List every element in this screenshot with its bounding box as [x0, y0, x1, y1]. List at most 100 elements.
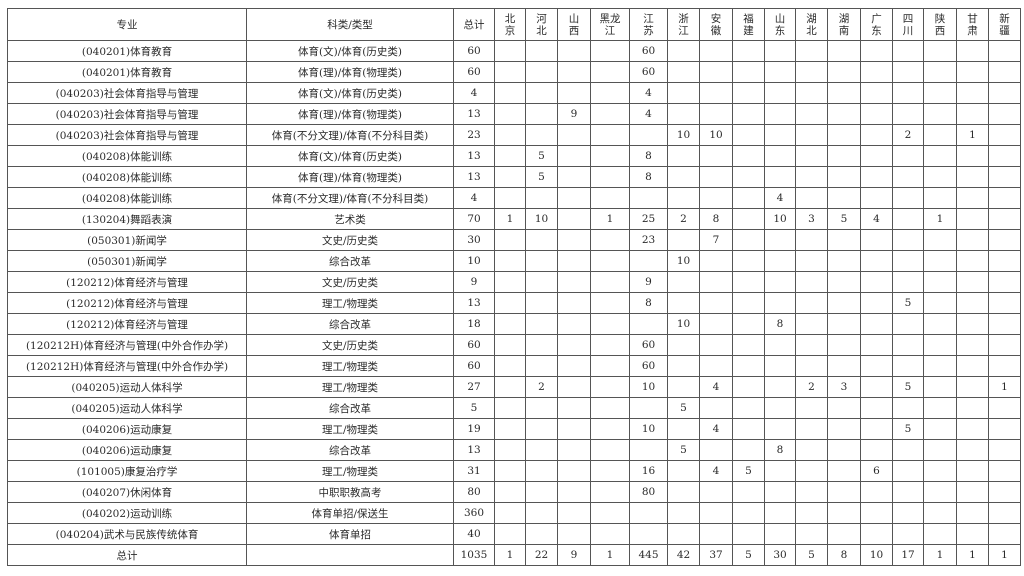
province-count-cell [557, 502, 591, 524]
province-count-cell [956, 355, 989, 377]
province-count-cell: 1 [956, 124, 989, 146]
province-count-cell [732, 124, 765, 146]
province-count-cell: 4 [699, 418, 733, 440]
province-count-cell [699, 523, 733, 545]
category-cell: 理工/物理类 [246, 460, 454, 482]
major-cell: (040203)社会体育指导与管理 [7, 82, 247, 104]
province-count-cell [525, 502, 558, 524]
province-count-cell [956, 397, 989, 419]
province-count-cell [732, 229, 765, 251]
province-count-cell: 8 [629, 292, 668, 314]
province-count-cell [494, 103, 526, 125]
province-count-cell [667, 355, 700, 377]
header-province: 福建 [732, 8, 765, 41]
province-count-cell [988, 313, 1021, 335]
major-cell: (040208)体能训练 [7, 187, 247, 209]
province-count-cell [699, 439, 733, 461]
province-count-cell [764, 40, 796, 62]
table-row: (040208)体能训练 体育(文)/体育(历史类) 13 5 8 [7, 145, 1021, 167]
province-count-cell: 22 [525, 544, 558, 566]
total-cell: 18 [453, 313, 495, 335]
province-count-cell [557, 250, 591, 272]
table-row: (040206)运动康复 综合改革 13 5 8 [7, 439, 1021, 461]
province-count-cell: 1 [494, 544, 526, 566]
province-count-cell [732, 418, 765, 440]
province-count-cell [795, 82, 828, 104]
major-cell: (040204)武术与民族传统体育 [7, 523, 247, 545]
category-cell: 综合改革 [246, 439, 454, 461]
table-row: (040207)休闲体育 中职职教高考 80 80 [7, 481, 1021, 503]
province-count-cell [892, 40, 924, 62]
province-count-cell [590, 439, 630, 461]
province-count-cell [795, 187, 828, 209]
header-province: 河北 [525, 8, 558, 41]
province-count-cell [764, 229, 796, 251]
total-cell: 60 [453, 61, 495, 83]
province-count-cell [699, 502, 733, 524]
table-row: (040203)社会体育指导与管理 体育(不分文理)/体育(不分科目类) 23 10 1… [7, 124, 1021, 146]
header-province-label: 河北 [536, 12, 547, 37]
province-count-cell [860, 166, 893, 188]
province-count-cell: 5 [667, 397, 700, 419]
total-cell: 60 [453, 40, 495, 62]
province-count-cell [795, 439, 828, 461]
table-row: (130204)舞蹈表演 艺术类 70 1 10 1 25 2 8 10 3 5 4 1 [7, 208, 1021, 230]
province-count-cell [923, 40, 957, 62]
table-row: (050301)新闻学 文史/历史类 30 23 7 [7, 229, 1021, 251]
header-province: 黑龙江 [590, 8, 630, 41]
category-cell: 体育(文)/体育(历史类) [246, 40, 454, 62]
province-count-cell [956, 502, 989, 524]
province-count-cell [732, 481, 765, 503]
province-count-cell [667, 82, 700, 104]
province-count-cell [667, 166, 700, 188]
header-province: 陕西 [923, 8, 957, 41]
province-count-cell [764, 523, 796, 545]
province-count-cell: 10 [629, 418, 668, 440]
province-count-cell [795, 334, 828, 356]
header-province-label: 福建 [743, 12, 754, 37]
province-count-cell [923, 334, 957, 356]
header-province: 山西 [557, 8, 591, 41]
province-count-cell [860, 229, 893, 251]
province-count-cell [590, 502, 630, 524]
enrollment-plan-table: 专业 科类/类型 总计 北京 河北 山西 黑龙江 江苏 浙江 安徽 福建 山东 湖北 湖南 广东 四川陕… [7, 8, 1021, 566]
province-count-cell [827, 124, 861, 146]
province-count-cell [956, 229, 989, 251]
province-count-cell: 1 [988, 544, 1021, 566]
province-count-cell [988, 82, 1021, 104]
province-count-cell [525, 292, 558, 314]
province-count-cell [923, 313, 957, 335]
province-count-cell: 5 [892, 292, 924, 314]
province-count-cell [795, 355, 828, 377]
province-count-cell: 10 [667, 124, 700, 146]
province-count-cell [795, 502, 828, 524]
province-count-cell [892, 355, 924, 377]
major-cell: (040203)社会体育指导与管理 [7, 124, 247, 146]
table-row: (040201)体育教育 体育(理)/体育(物理类) 60 60 [7, 61, 1021, 83]
province-count-cell [827, 355, 861, 377]
province-count-cell [557, 61, 591, 83]
province-count-cell: 4 [860, 208, 893, 230]
province-count-cell [557, 166, 591, 188]
province-count-cell [525, 187, 558, 209]
province-count-cell: 10 [667, 250, 700, 272]
province-count-cell [988, 40, 1021, 62]
province-count-cell [827, 250, 861, 272]
province-count-cell [732, 502, 765, 524]
province-count-cell [795, 313, 828, 335]
province-count-cell [923, 103, 957, 125]
province-count-cell: 1 [590, 208, 630, 230]
province-count-cell: 5 [732, 544, 765, 566]
major-cell: (040202)运动训练 [7, 502, 247, 524]
province-count-cell [590, 124, 630, 146]
province-count-cell [667, 481, 700, 503]
province-count-cell: 10 [629, 376, 668, 398]
header-province: 湖南 [827, 8, 861, 41]
province-count-cell [732, 292, 765, 314]
province-count-cell [590, 271, 630, 293]
province-count-cell [860, 124, 893, 146]
table-row: (040203)社会体育指导与管理 体育(理)/体育(物理类) 13 9 4 [7, 103, 1021, 125]
total-cell: 360 [453, 502, 495, 524]
province-count-cell [667, 40, 700, 62]
province-count-cell [892, 397, 924, 419]
